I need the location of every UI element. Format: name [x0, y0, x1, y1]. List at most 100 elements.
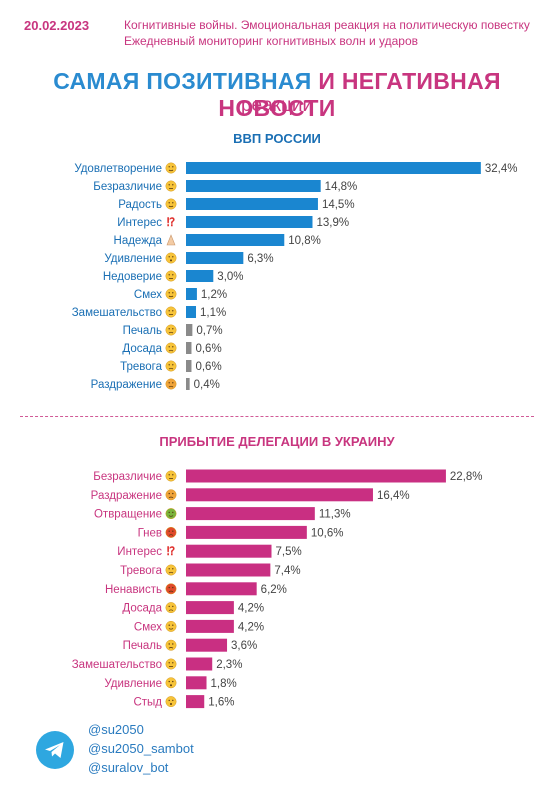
exclamation-icon: ⁉: [167, 216, 176, 229]
chart1-value-label: 0,6%: [195, 361, 221, 373]
nauseated-emoji: [165, 508, 177, 520]
handle-link-1[interactable]: @su2050: [88, 722, 144, 737]
chart1-category-label: Удивление: [104, 253, 162, 265]
chart1-category-label: Смех: [134, 289, 162, 301]
chart2-value-label: 3,6%: [231, 640, 257, 652]
chart1-category-label: Тревога: [120, 361, 162, 373]
chart1-category-label: Удовлетворение: [74, 163, 162, 175]
chart1-category-label: Безразличие: [93, 181, 162, 193]
chart2-category-label: Гнев: [138, 527, 162, 539]
report-subtitle-1: Когнитивные войны. Эмоциональная реакция…: [124, 18, 530, 32]
chart1-bar: [186, 288, 197, 300]
chart1-value-label: 0,4%: [194, 379, 220, 391]
rage-emoji: [165, 583, 177, 595]
chart1-value-label: 0,6%: [195, 343, 221, 355]
confused-emoji: [165, 658, 177, 670]
chart2-category-label: Замешательство: [72, 659, 162, 671]
angry-red-emoji: [165, 526, 177, 538]
chart2-value-label: 10,6%: [311, 527, 344, 539]
chart2-bar: [186, 582, 257, 596]
chart2-category-label: Тревога: [120, 565, 162, 577]
chart2-category-label: Ненависть: [105, 584, 162, 596]
chart1-bar: [186, 162, 481, 174]
handle-link-2[interactable]: @su2050_sambot: [88, 741, 194, 756]
chart1-category-label: Надежда: [114, 235, 163, 247]
confused-emoji: [165, 306, 177, 318]
handle-link-3[interactable]: @suralov_bot: [88, 760, 169, 775]
svg-text:⁉: ⁉: [167, 216, 176, 229]
chart1-bar: [186, 306, 197, 318]
chart2-bar: [186, 638, 228, 652]
page-subtitle: реакции: [240, 95, 314, 116]
worried-emoji: [165, 564, 177, 576]
laughing-emoji: [165, 620, 177, 632]
chart1-category-label: Печаль: [123, 325, 162, 337]
report-date: 20.02.2023: [24, 18, 90, 33]
chart1-value-label: 1,2%: [201, 289, 227, 301]
chart2-value-label: 6,2%: [261, 584, 287, 596]
chart1-bar: [186, 180, 321, 192]
laughing-emoji: [165, 288, 177, 300]
chart2-category-label: Печаль: [123, 640, 162, 652]
chart1-bar: [186, 324, 193, 336]
chart2-bar: [186, 601, 234, 615]
chart1-value-label: 6,3%: [247, 253, 273, 265]
worried-emoji: [165, 360, 177, 372]
chart1-value-label: 14,8%: [325, 181, 358, 193]
chart1-bar: [186, 378, 190, 390]
telegram-icon[interactable]: [36, 731, 74, 769]
chart1-bar: [186, 342, 192, 354]
chart1-category-label: Радость: [118, 199, 162, 211]
chart2-category-label: Удивление: [104, 678, 162, 690]
chart2-bar: [186, 544, 272, 558]
chart2-bar: [186, 507, 315, 521]
chart1-bar: [186, 216, 313, 228]
chart1-category-label: Досада: [122, 343, 162, 355]
chart2-value-label: 7,5%: [276, 546, 302, 558]
sad-emoji: [165, 639, 177, 651]
chart2-value-label: 22,8%: [450, 471, 483, 483]
chart2-value-label: 2,3%: [216, 659, 242, 671]
chart2-bar: [186, 488, 373, 502]
sad-emoji: [165, 324, 177, 336]
chart1-bar: [186, 198, 318, 210]
angry-emoji: [165, 489, 177, 501]
chart2-value-label: 16,4%: [377, 490, 410, 502]
chart1-value-label: 3,0%: [217, 271, 243, 283]
chart2-category-label: Смех: [134, 621, 162, 633]
exclamation-icon: ⁉: [167, 545, 176, 558]
chart2-bar: [186, 619, 234, 633]
chart2-value-label: 1,8%: [211, 678, 237, 690]
page-title: САМАЯ ПОЗИТИВНАЯ И НЕГАТИВНАЯ НОВОСТИ: [0, 68, 554, 122]
chart2-value-label: 4,2%: [238, 621, 264, 633]
chart2-bar: [186, 657, 213, 671]
chart1-value-label: 10,8%: [288, 235, 321, 247]
chart1-bar: [186, 270, 214, 282]
page-title-part1: САМАЯ ПОЗИТИВНАЯ: [53, 68, 312, 94]
chart2-value-label: 1,6%: [208, 697, 234, 709]
chart1-category-label: Замешательство: [72, 307, 162, 319]
annoyed-emoji: [165, 602, 177, 614]
chart1-value-label: 13,9%: [316, 217, 349, 229]
chart2-bar: [186, 676, 207, 690]
section-divider: [20, 416, 534, 417]
chart1-category-label: Недоверие: [103, 271, 162, 283]
chart1-value-label: 32,4%: [485, 163, 518, 175]
chart2-category-label: Стыд: [133, 697, 162, 709]
annoyed-emoji: [165, 342, 177, 354]
shocked-emoji: [165, 696, 177, 708]
report-subtitle-2: Ежедневный мониторинг когнитивных волн и…: [124, 34, 418, 48]
chart2-category-label: Досада: [122, 603, 162, 615]
chart1-value-label: 0,7%: [196, 325, 222, 337]
page-title-part2: И НЕГАТИВНАЯ НОВОСТИ: [218, 68, 501, 121]
chart2-category-label: Отвращение: [94, 509, 162, 521]
angry-emoji: [165, 378, 177, 390]
chart2-value-label: 7,4%: [274, 565, 300, 577]
chart2-bar: [186, 469, 446, 483]
chart2-value-label: 11,3%: [319, 509, 351, 521]
chart1-bar: [186, 252, 244, 264]
chart2-bar: [186, 525, 307, 539]
praying-hands-emoji: [166, 234, 176, 246]
chart1-value-label: 14,5%: [322, 199, 355, 211]
